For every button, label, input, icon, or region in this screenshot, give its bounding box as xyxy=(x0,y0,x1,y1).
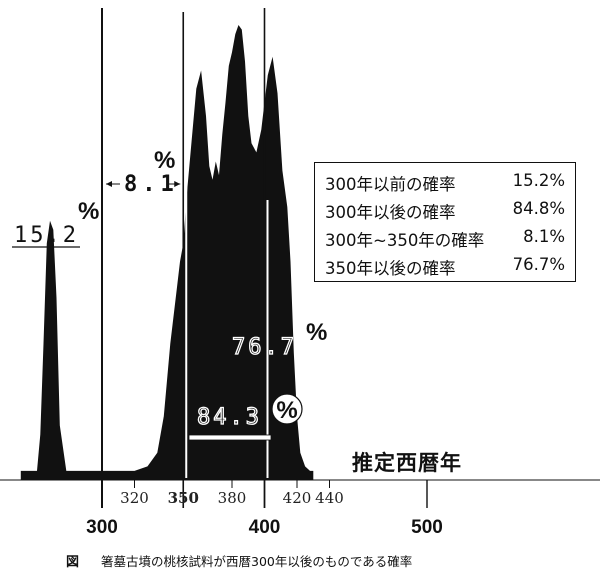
annotation-8-1-percent: % xyxy=(154,147,175,174)
probability-legend: 300年以前の確率 15.2% 300年以後の確率 84.8% 300年~350… xyxy=(314,162,576,282)
annotation-76-7-percent: % xyxy=(306,319,327,346)
annotation-15-2-percent: % xyxy=(78,198,99,225)
legend-label: 300年~350年の確率 xyxy=(325,231,485,250)
legend-row: 300年~350年の確率 8.1% xyxy=(325,227,565,255)
annotation-84-3-value: 84.3 xyxy=(197,405,262,430)
minor-tick-label: 440 xyxy=(315,489,344,507)
figure-caption: 図 箸墓古墳の桃核試料が西暦300年以後のものである確率 xyxy=(66,551,412,570)
annotation-15-2-value: 15.2 xyxy=(14,223,79,248)
legend-label: 350年以後の確率 xyxy=(325,259,456,278)
major-tick-label: 400 xyxy=(249,517,281,538)
legend-value: 15.2% xyxy=(512,171,565,190)
distribution-area xyxy=(20,25,314,480)
x-axis-title: 推定西暦年 xyxy=(352,451,462,475)
legend-label: 300年以後の確率 xyxy=(325,203,456,222)
annotation-84-3-percent: % xyxy=(276,397,297,424)
major-tick-label: 500 xyxy=(411,517,443,538)
annotation-84-3-circle xyxy=(271,393,303,425)
annotation-8-1-arrowhead-right xyxy=(174,181,181,187)
legend-value: 8.1% xyxy=(523,227,565,246)
minor-tick-label: 320 xyxy=(120,489,149,507)
legend-row: 350年以後の確率 76.7% xyxy=(325,255,565,283)
caption-text: 箸墓古墳の桃核試料が西暦300年以後のものである確率 xyxy=(101,554,413,569)
figure-mark: 図 xyxy=(66,555,80,570)
minor-tick-label: 420 xyxy=(283,489,312,507)
legend-value: 84.8% xyxy=(512,199,565,218)
legend-row: 300年以前の確率 15.2% xyxy=(325,171,565,199)
legend-label: 300年以前の確率 xyxy=(325,175,456,194)
annotation-76-7-value: 76.7 xyxy=(232,335,297,360)
annotation-8-1-value: 8.1 xyxy=(124,172,179,197)
legend-row: 300年以後の確率 84.8% xyxy=(325,199,565,227)
minor-tick-label: 350 xyxy=(168,489,199,507)
major-tick-label: 300 xyxy=(86,517,118,538)
annotation-8-1-arrowhead-left xyxy=(106,181,112,187)
annotation-84-3-bar xyxy=(188,434,272,441)
legend-value: 76.7% xyxy=(512,255,565,274)
minor-tick-label: 380 xyxy=(218,489,247,507)
